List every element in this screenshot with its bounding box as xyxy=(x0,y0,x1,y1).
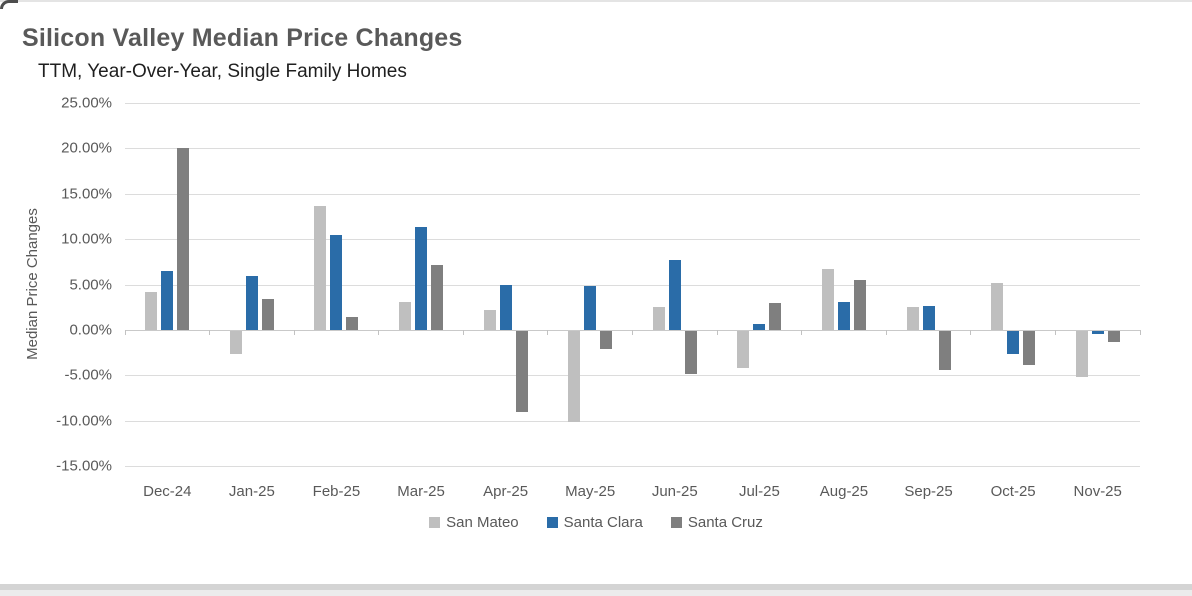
bar-santa-cruz-nov-25 xyxy=(1107,330,1120,342)
y-tick-label: 0.00% xyxy=(69,321,112,339)
legend-swatch xyxy=(670,517,682,528)
axis-tick-mark xyxy=(632,329,633,335)
bar-santa-clara-nov-25 xyxy=(1091,330,1104,334)
x-tick-label: Aug-25 xyxy=(819,483,869,500)
bar-santa-cruz-sep-25 xyxy=(938,330,951,370)
axis-tick-mark xyxy=(1139,329,1141,335)
plot-area: Dec-24 Jan-25 Feb-25 Mar-25 Apr-25 May-25 Jun-… xyxy=(124,103,1141,500)
x-tick-label: Jan-25 xyxy=(228,483,275,500)
legend-swatch xyxy=(546,517,558,528)
bar-santa-cruz-jun-25 xyxy=(684,330,697,374)
axis-tick-mark xyxy=(124,329,126,335)
bar-san-mateo-jun-25 xyxy=(652,307,665,330)
bar-santa-clara-mar-25 xyxy=(415,227,428,330)
gridline xyxy=(125,193,1140,195)
bar-santa-clara-sep-25 xyxy=(922,306,935,330)
bar-santa-clara-jul-25 xyxy=(753,323,766,330)
gridline xyxy=(125,420,1140,422)
bar-san-mateo-dec-24 xyxy=(145,291,158,330)
y-tick-label: 10.00% xyxy=(61,230,112,248)
window-corner-mark xyxy=(0,0,18,9)
gridline xyxy=(125,375,1140,377)
gridline xyxy=(125,103,1140,104)
axis-tick-mark xyxy=(1054,329,1056,335)
x-tick-label: Jul-25 xyxy=(738,483,780,500)
bar-santa-clara-feb-25 xyxy=(330,235,343,330)
bar-santa-cruz-feb-25 xyxy=(346,317,359,330)
bar-santa-cruz-jan-25 xyxy=(261,299,274,330)
x-tick-label: Jun-25 xyxy=(651,483,698,500)
y-tick-label: 20.00% xyxy=(61,139,112,157)
x-tick-label: Apr-25 xyxy=(483,483,529,500)
bar-santa-cruz-oct-25 xyxy=(1023,330,1036,366)
gridline xyxy=(125,239,1140,241)
chart-title: Silicon Valley Median Price Changes xyxy=(22,24,463,52)
legend-label: Santa Cruz xyxy=(687,514,763,531)
bar-santa-cruz-may-25 xyxy=(600,330,613,350)
bottom-border-strip-light xyxy=(0,590,1192,596)
legend-label: Santa Clara xyxy=(563,514,643,531)
bar-san-mateo-nov-25 xyxy=(1075,330,1088,378)
top-border-line xyxy=(0,0,1192,2)
x-tick-label: Nov-25 xyxy=(1073,483,1122,500)
axis-tick-mark xyxy=(885,329,887,335)
y-tick-label: 5.00% xyxy=(69,276,112,293)
x-tick-label: Sep-25 xyxy=(904,483,953,500)
bottom-border-strip xyxy=(0,584,1192,590)
gridline xyxy=(125,148,1140,150)
x-tick-label: Dec-24 xyxy=(143,483,192,500)
axis-tick-mark xyxy=(293,329,295,335)
x-tick-label: May-25 xyxy=(565,483,616,500)
axis-tick-mark xyxy=(378,329,380,335)
y-tick-label: -15.00% xyxy=(56,457,112,475)
bar-santa-clara-jun-25 xyxy=(668,259,681,330)
bar-santa-cruz-mar-25 xyxy=(431,265,444,330)
bar-san-mateo-aug-25 xyxy=(821,269,834,330)
legend-swatch xyxy=(429,517,441,528)
y-tick-label: -10.00% xyxy=(56,412,112,430)
y-tick-label: 25.00% xyxy=(61,94,112,112)
bar-santa-cruz-apr-25 xyxy=(515,330,528,412)
y-tick-label: 15.00% xyxy=(61,185,112,203)
bar-santa-cruz-aug-25 xyxy=(853,279,866,330)
x-tick-label: Feb-25 xyxy=(312,483,361,500)
axis-tick-mark xyxy=(209,329,211,335)
chart-subtitle: TTM, Year-Over-Year, Single Family Homes xyxy=(38,61,407,82)
gridline xyxy=(125,284,1140,286)
bar-san-mateo-feb-25 xyxy=(314,205,327,330)
legend-label: San Mateo xyxy=(446,514,519,531)
bar-san-mateo-may-25 xyxy=(568,330,581,422)
x-tick-label: Mar-25 xyxy=(397,483,445,500)
bar-san-mateo-mar-25 xyxy=(399,301,412,330)
bar-santa-cruz-jul-25 xyxy=(769,302,782,330)
bar-santa-clara-apr-25 xyxy=(499,284,512,330)
bar-san-mateo-oct-25 xyxy=(991,282,1004,330)
y-tick-label: -5.00% xyxy=(64,366,112,384)
axis-tick-mark xyxy=(547,329,549,335)
legend-item-santa-clara: Santa Clara xyxy=(546,514,643,531)
bar-santa-clara-aug-25 xyxy=(837,301,850,330)
axis-tick-mark xyxy=(970,329,972,335)
bar-san-mateo-sep-25 xyxy=(906,307,919,330)
legend-item-san-mateo: San Mateo xyxy=(429,514,519,531)
bar-santa-clara-jan-25 xyxy=(245,276,258,330)
legend-item-santa-cruz: Santa Cruz xyxy=(670,514,763,531)
gridline xyxy=(125,466,1140,467)
legend: San Mateo Santa Clara Santa Cruz xyxy=(0,514,1192,531)
bar-santa-clara-may-25 xyxy=(584,286,597,330)
bar-san-mateo-jan-25 xyxy=(229,330,242,355)
axis-tick-mark xyxy=(462,329,464,335)
bar-san-mateo-jul-25 xyxy=(737,330,750,369)
bar-santa-cruz-dec-24 xyxy=(177,148,190,330)
x-tick-label: Oct-25 xyxy=(990,483,1036,500)
axis-tick-mark xyxy=(716,329,718,335)
axis-tick-mark xyxy=(801,329,803,335)
bar-santa-clara-oct-25 xyxy=(1007,330,1020,354)
bar-san-mateo-apr-25 xyxy=(483,309,496,330)
bar-santa-clara-dec-24 xyxy=(161,270,174,330)
